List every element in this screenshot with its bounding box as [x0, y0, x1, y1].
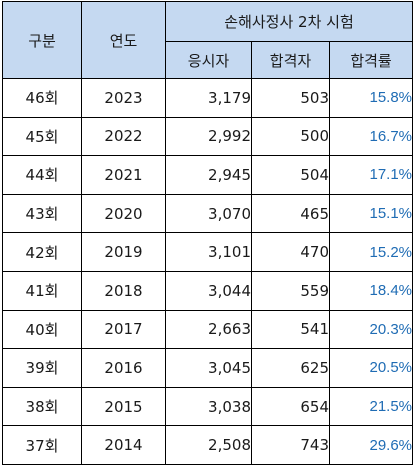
header-row-top: 구분 연도 손해사정사 2차 시험 — [2, 1, 414, 79]
table-row: 46회 2023 3,179 503 15.8% — [2, 78, 414, 118]
cell-passers: 625 — [251, 348, 330, 388]
cell-round: 42회 — [2, 232, 82, 272]
cell-applicants: 2,992 — [165, 116, 252, 157]
cell-passers: 743 — [251, 425, 330, 465]
header-row-sub: 응시자 합격자 합격률 — [3, 41, 414, 79]
cell-passers: 654 — [251, 386, 330, 427]
table-row: 42회 2019 3,101 470 15.2% — [2, 232, 414, 272]
cell-year: 2018 — [81, 270, 166, 311]
cell-year: 2017 — [81, 309, 166, 350]
cell-round: 43회 — [2, 193, 82, 234]
cell-year: 2016 — [81, 348, 166, 388]
cell-applicants: 2,945 — [165, 155, 252, 195]
table-row: 43회 2020 3,070 465 15.1% — [2, 193, 414, 234]
cell-round: 45회 — [2, 116, 82, 157]
table-header: 구분 연도 손해사정사 2차 시험 응시자 합격자 합격률 — [2, 1, 414, 79]
cell-passers: 503 — [251, 78, 330, 118]
cell-applicants: 3,044 — [165, 270, 252, 311]
cell-rate: 20.5% — [328, 348, 414, 388]
table-body: 46회 2023 3,179 503 15.8% 45회 2022 2,992 … — [2, 78, 414, 465]
cell-applicants: 2,508 — [165, 425, 252, 465]
cell-round: 44회 — [2, 155, 82, 195]
cell-round: 40회 — [2, 309, 82, 350]
cell-rate: 15.2% — [328, 232, 414, 272]
cell-applicants: 3,179 — [165, 78, 252, 118]
cell-applicants: 3,045 — [165, 348, 252, 388]
table-row: 45회 2022 2,992 500 16.7% — [2, 116, 414, 157]
cell-year: 2019 — [81, 232, 166, 272]
cell-year: 2023 — [81, 78, 166, 118]
cell-rate: 20.3% — [328, 309, 414, 350]
cell-passers: 559 — [251, 270, 330, 311]
cell-round: 41회 — [2, 270, 82, 311]
cell-rate: 15.8% — [328, 78, 414, 118]
cell-rate: 15.1% — [328, 193, 414, 234]
cell-applicants: 3,070 — [165, 193, 252, 234]
cell-year: 2022 — [81, 116, 166, 157]
cell-applicants: 3,038 — [165, 386, 252, 427]
cell-passers: 470 — [251, 232, 330, 272]
cell-rate: 29.6% — [328, 425, 414, 465]
header-rate: 합격률 — [328, 41, 414, 79]
header-year: 연도 — [81, 1, 166, 79]
cell-passers: 504 — [251, 155, 330, 195]
header-applicants: 응시자 — [165, 41, 252, 79]
table-row: 37회 2014 2,508 743 29.6% — [2, 425, 414, 465]
cell-year: 2015 — [81, 386, 166, 427]
table-row: 40회 2017 2,663 541 20.3% — [2, 309, 414, 350]
header-group-title: 손해사정사 2차 시험 — [164, 1, 414, 42]
cell-passers: 465 — [251, 193, 330, 234]
table-row: 41회 2018 3,044 559 18.4% — [2, 270, 414, 311]
header-gubun: 구분 — [2, 1, 82, 79]
cell-rate: 16.7% — [328, 116, 414, 157]
cell-applicants: 2,663 — [165, 309, 252, 350]
cell-passers: 541 — [251, 309, 330, 350]
cell-rate: 21.5% — [328, 386, 414, 427]
table-row: 44회 2021 2,945 504 17.1% — [2, 155, 414, 195]
cell-year: 2020 — [81, 193, 166, 234]
cell-passers: 500 — [251, 116, 330, 157]
cell-round: 46회 — [2, 78, 82, 118]
cell-year: 2021 — [81, 155, 166, 195]
header-passers: 합격자 — [251, 41, 330, 79]
cell-round: 37회 — [2, 425, 82, 465]
cell-rate: 17.1% — [328, 155, 414, 195]
cell-round: 38회 — [2, 386, 82, 427]
cell-rate: 18.4% — [328, 270, 414, 311]
table-row: 38회 2015 3,038 654 21.5% — [2, 386, 414, 427]
cell-applicants: 3,101 — [165, 232, 252, 272]
cell-year: 2014 — [81, 425, 166, 465]
cell-round: 39회 — [2, 348, 82, 388]
table-row: 39회 2016 3,045 625 20.5% — [2, 348, 414, 388]
